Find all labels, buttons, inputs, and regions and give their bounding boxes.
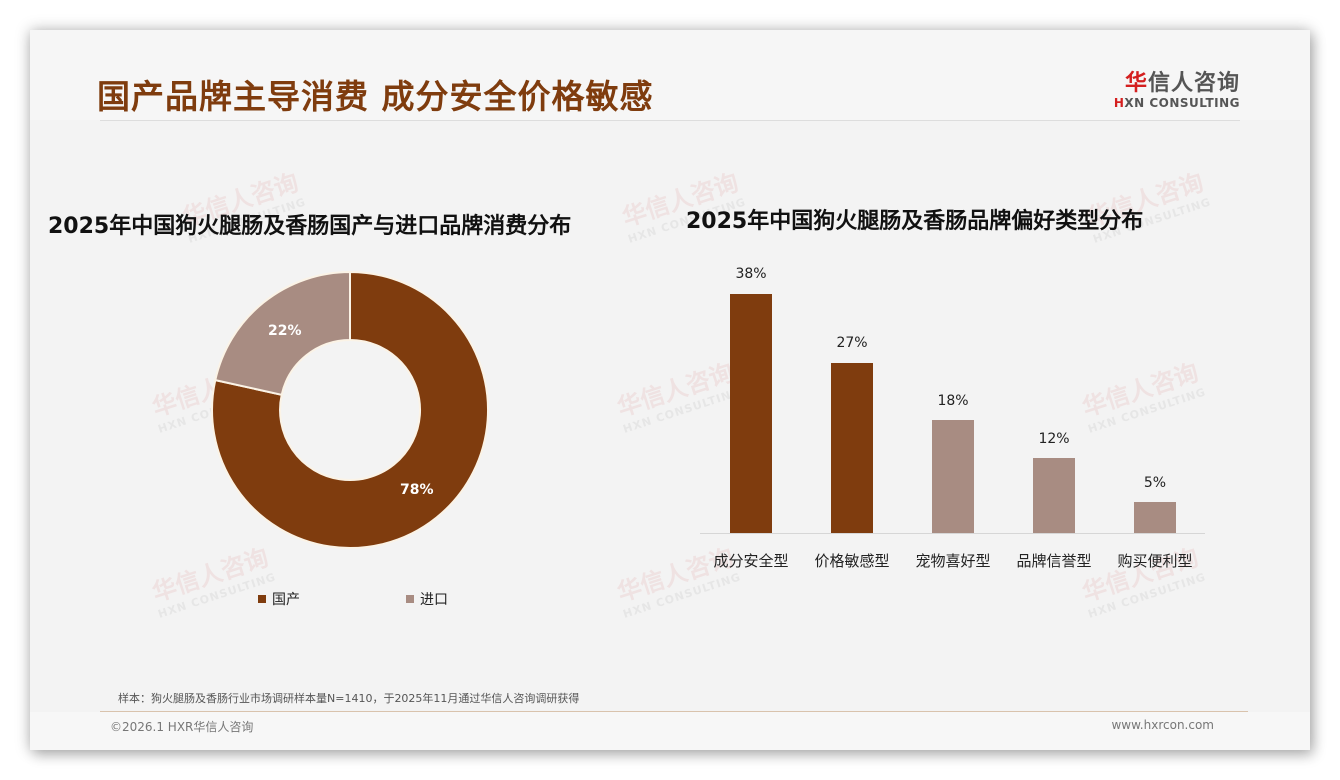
company-logo: 华信人咨询 HXN CONSULTING <box>1110 65 1240 110</box>
bar-value: 5% <box>1143 475 1167 491</box>
bar-chart-axis <box>700 533 1205 534</box>
page-title: 国产品牌主导消费 成分安全价格敏感 <box>97 77 654 116</box>
legend-item-domestic: 国产 <box>258 589 300 609</box>
donut-legend: 国产 进口 <box>258 589 448 609</box>
donut-label-domestic: 78% <box>400 482 434 498</box>
legend-label: 进口 <box>420 592 448 608</box>
bar-chart: 38% 成分安全型 27% 价格敏感型 18% 宠物喜好型 12% 品牌信誉型 … <box>700 260 1210 580</box>
header-divider <box>100 120 1240 121</box>
legend-label: 国产 <box>272 592 300 608</box>
website-url: www.hxrcon.com <box>1111 718 1214 732</box>
bar-category-label: 购买便利型 <box>1117 552 1193 570</box>
sample-note: 样本：狗火腿肠及香肠行业市场调研样本量N=1410，于2025年11月通过华信人… <box>118 692 580 705</box>
bar-category-label: 品牌信誉型 <box>1016 552 1092 570</box>
header-band <box>30 30 1310 120</box>
logo-en-text: XN CONSULTING <box>1124 96 1240 110</box>
bar-pet-preference <box>932 420 974 533</box>
donut-slice-imported <box>214 270 351 396</box>
footer-band <box>30 712 1310 750</box>
footer-divider <box>100 711 1248 712</box>
logo-highlight-char: 华 <box>1124 71 1148 96</box>
legend-swatch-domestic <box>258 595 266 603</box>
bar-value: 18% <box>937 393 969 409</box>
bar-purchase-convenience <box>1134 502 1176 533</box>
logo-cn-text: 信人咨询 <box>1147 71 1240 96</box>
logo-en-highlight: H <box>1113 96 1125 110</box>
bar-value: 12% <box>1038 431 1070 447</box>
bar-price-sensitive <box>831 363 873 533</box>
bar-category-label: 宠物喜好型 <box>915 552 991 570</box>
donut-label-imported: 22% <box>268 323 302 339</box>
bar-chart-title: 2025年中国狗火腿肠及香肠品牌偏好类型分布 <box>686 209 1144 234</box>
copyright-text: ©2026.1 HXR华信人咨询 <box>110 720 254 734</box>
bar-ingredient-safety <box>730 294 772 533</box>
bar-brand-reputation <box>1033 458 1075 533</box>
bar-category-label: 价格敏感型 <box>814 552 890 570</box>
bar-value: 27% <box>836 335 868 351</box>
donut-slice-domestic <box>211 270 489 549</box>
donut-chart-title: 2025年中国狗火腿肠及香肠国产与进口品牌消费分布 <box>48 214 572 239</box>
legend-swatch-imported <box>406 595 414 603</box>
bar-value: 38% <box>735 266 767 282</box>
logo-chinese: 华信人咨询 <box>1110 65 1240 97</box>
donut-chart <box>211 270 489 549</box>
slide: 国产品牌主导消费 成分安全价格敏感 华信人咨询 HXN CONSULTING 华… <box>30 30 1310 750</box>
legend-item-imported: 进口 <box>406 589 448 609</box>
logo-english: HXN CONSULTING <box>1110 96 1240 110</box>
bar-category-label: 成分安全型 <box>713 552 789 570</box>
